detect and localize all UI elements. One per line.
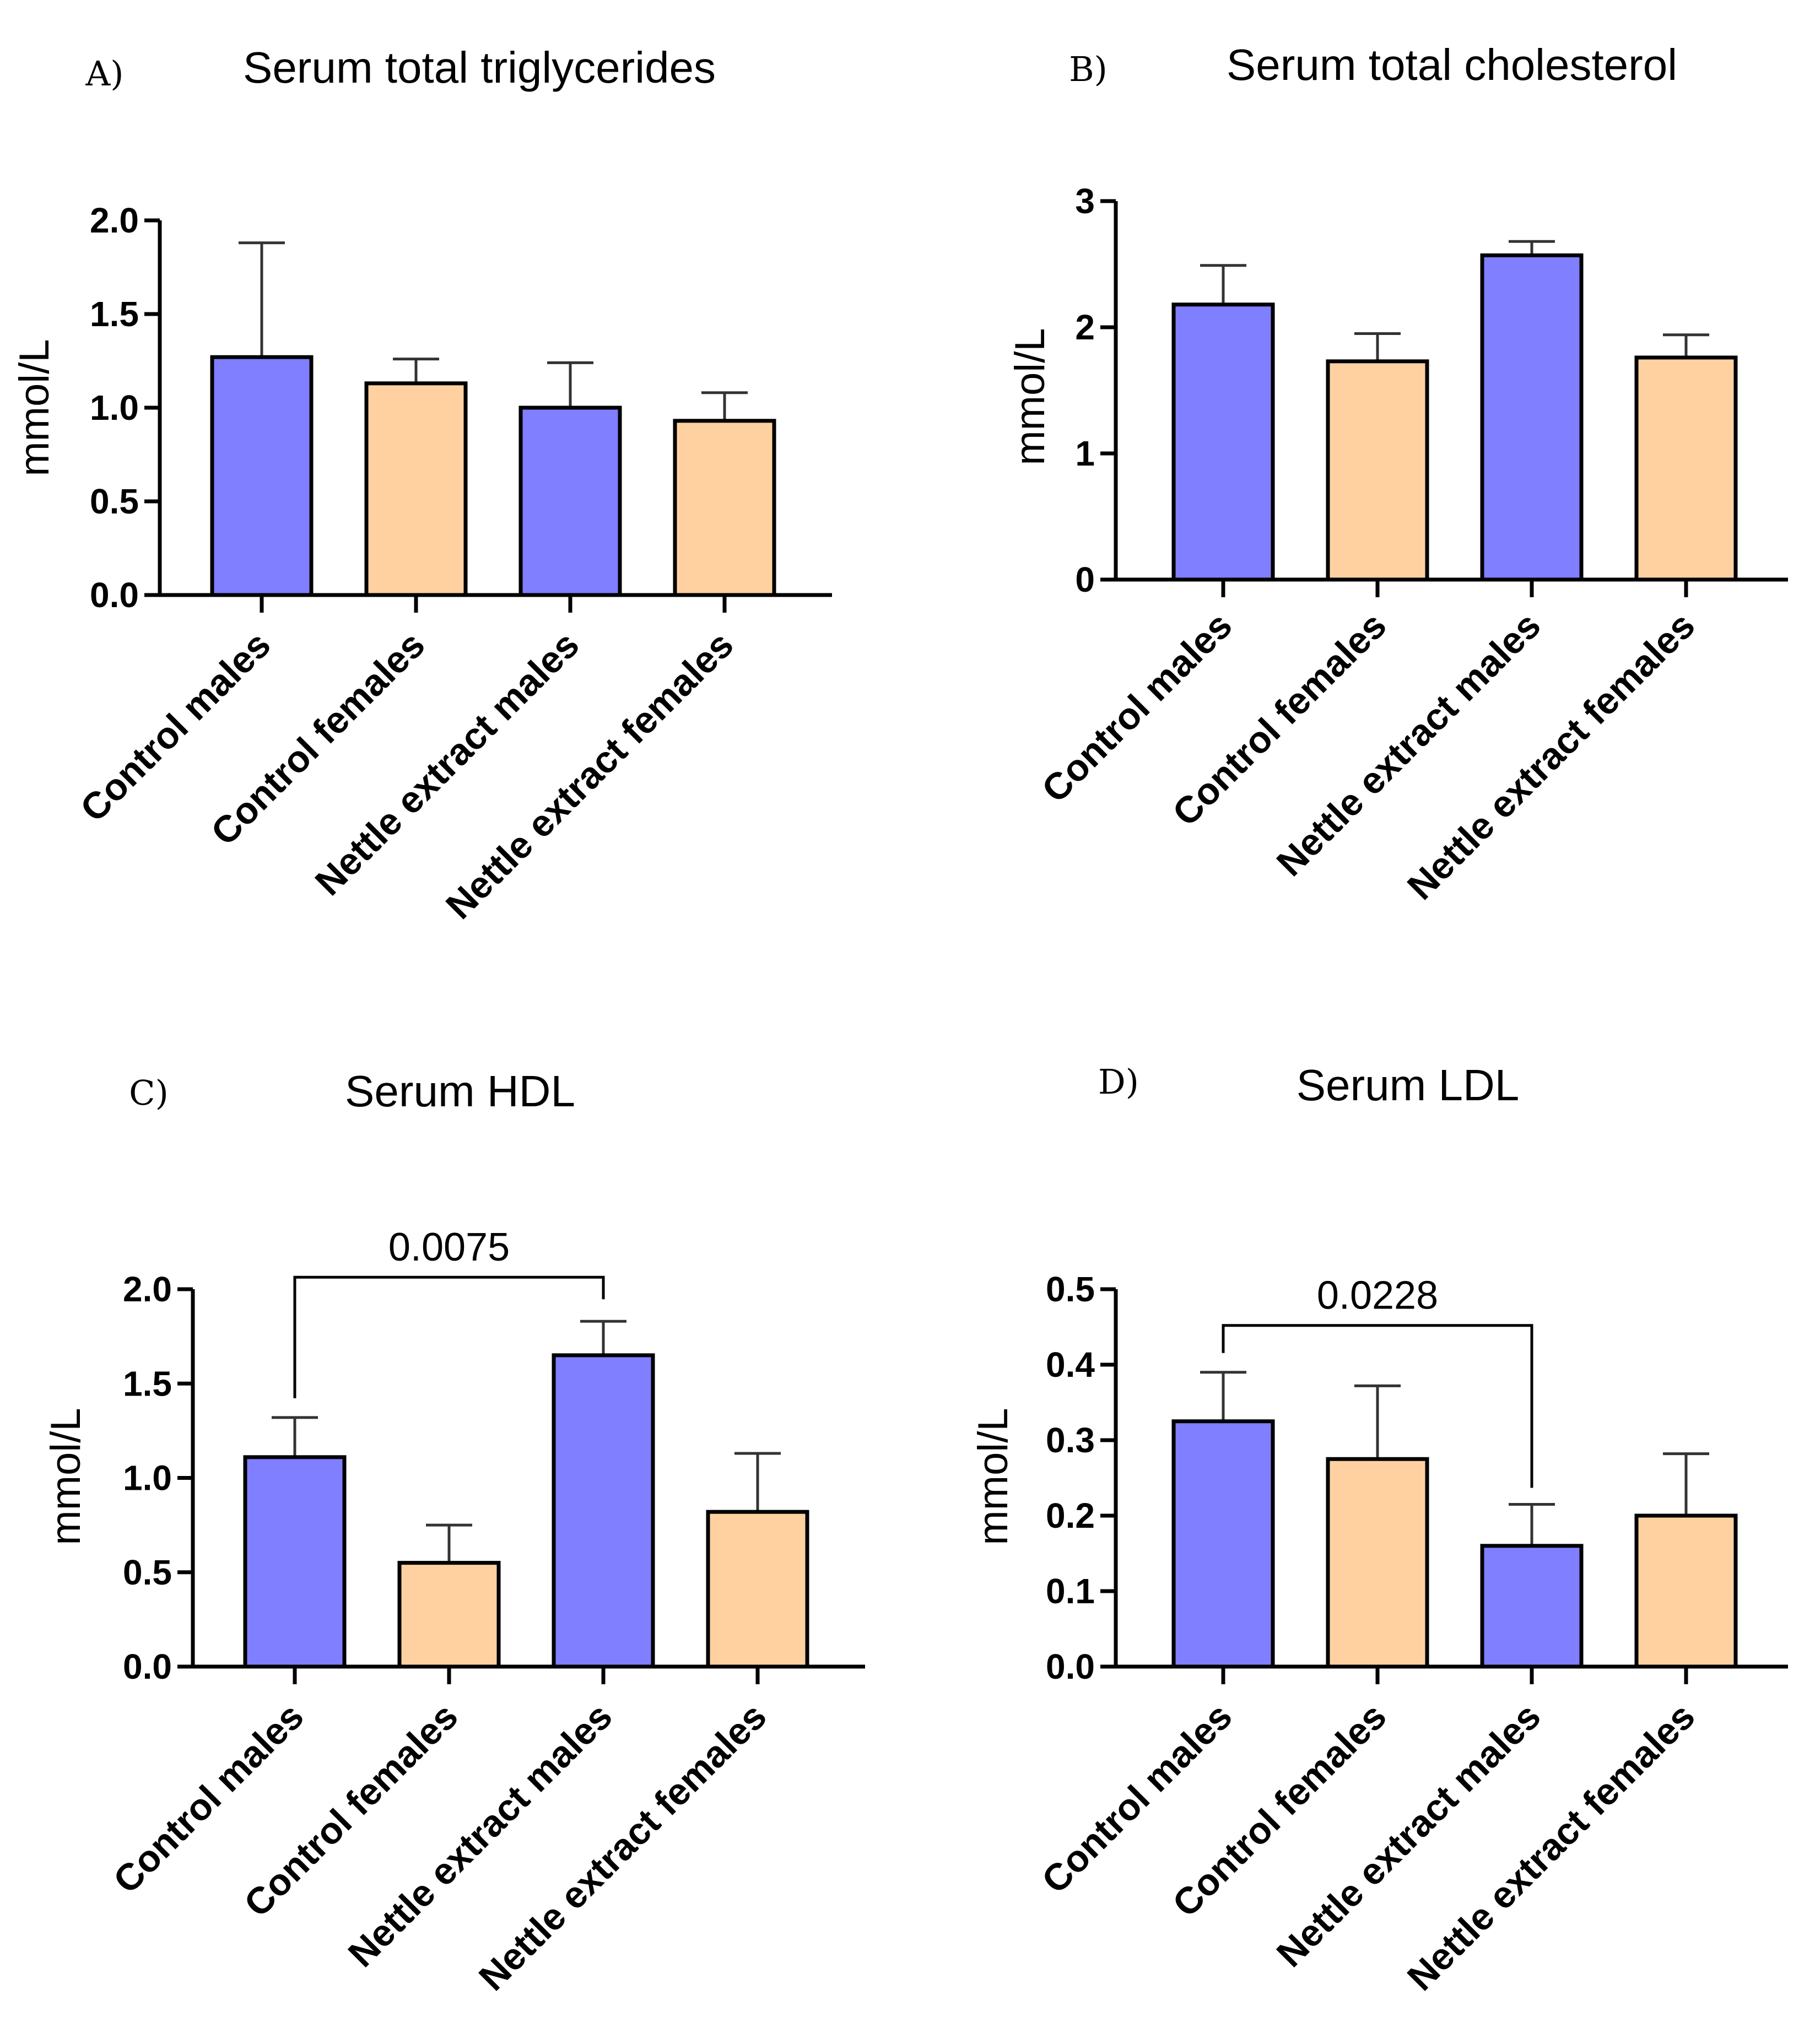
chart-title: Serum total triglycerides xyxy=(243,43,716,92)
chart-title: Serum HDL xyxy=(345,1067,575,1116)
y-tick-label: 0.5 xyxy=(123,1553,172,1592)
y-axis-label: mmol/L xyxy=(970,1408,1017,1545)
panel-letter: C) xyxy=(129,1073,169,1113)
y-tick-label: 2.0 xyxy=(123,1269,172,1309)
y-tick-label: 0.2 xyxy=(1046,1496,1095,1535)
bar xyxy=(1634,355,1738,582)
y-tick-label: 0.0 xyxy=(1046,1647,1095,1686)
bar xyxy=(1171,302,1275,582)
y-tick-label: 0.0 xyxy=(123,1647,172,1686)
bar xyxy=(1480,253,1584,582)
y-axis-label: mmol/L xyxy=(1007,328,1054,465)
bar xyxy=(673,419,776,597)
panel-letter: A) xyxy=(85,53,124,94)
bar xyxy=(1326,1457,1429,1669)
bar xyxy=(1326,359,1429,582)
y-tick-label: 0.5 xyxy=(90,482,139,521)
bar xyxy=(243,1455,347,1669)
significance-bracket xyxy=(1222,1324,1533,1488)
y-tick-label: 1 xyxy=(1075,434,1095,473)
bar xyxy=(397,1561,501,1669)
y-tick-label: 0 xyxy=(1075,560,1095,599)
y-tick-label: 1.5 xyxy=(123,1364,172,1403)
y-tick-label: 2 xyxy=(1075,307,1095,347)
bar xyxy=(1480,1544,1584,1669)
y-tick-label: 1.0 xyxy=(123,1458,172,1498)
y-tick-label: 1.0 xyxy=(90,388,139,428)
bar xyxy=(552,1353,655,1669)
y-tick-label: 0.4 xyxy=(1046,1345,1095,1385)
y-tick-label: 0.5 xyxy=(1046,1269,1095,1309)
panel-letter: D) xyxy=(1098,1062,1139,1102)
p-value-label: 0.0075 xyxy=(388,1225,510,1269)
y-tick-label: 1.5 xyxy=(90,294,139,334)
y-tick-label: 0.1 xyxy=(1046,1571,1095,1611)
y-tick-label: 2.0 xyxy=(90,201,139,240)
bar xyxy=(1634,1513,1738,1669)
y-tick-label: 3 xyxy=(1075,181,1095,221)
y-tick-label: 0.0 xyxy=(90,575,139,615)
bar xyxy=(518,405,622,597)
y-axis-label: mmol/L xyxy=(11,339,58,476)
bar xyxy=(1171,1419,1275,1669)
p-value-label: 0.0228 xyxy=(1317,1274,1438,1318)
y-tick-label: 0.3 xyxy=(1046,1420,1095,1460)
panel-letter: B) xyxy=(1069,49,1108,89)
bar xyxy=(210,355,314,597)
significance-bracket xyxy=(293,1275,605,1398)
bar xyxy=(706,1510,809,1669)
bar xyxy=(364,381,468,597)
y-axis-label: mmol/L xyxy=(42,1408,89,1545)
chart-title: Serum total cholesterol xyxy=(1227,40,1677,89)
chart-title: Serum LDL xyxy=(1297,1061,1520,1110)
